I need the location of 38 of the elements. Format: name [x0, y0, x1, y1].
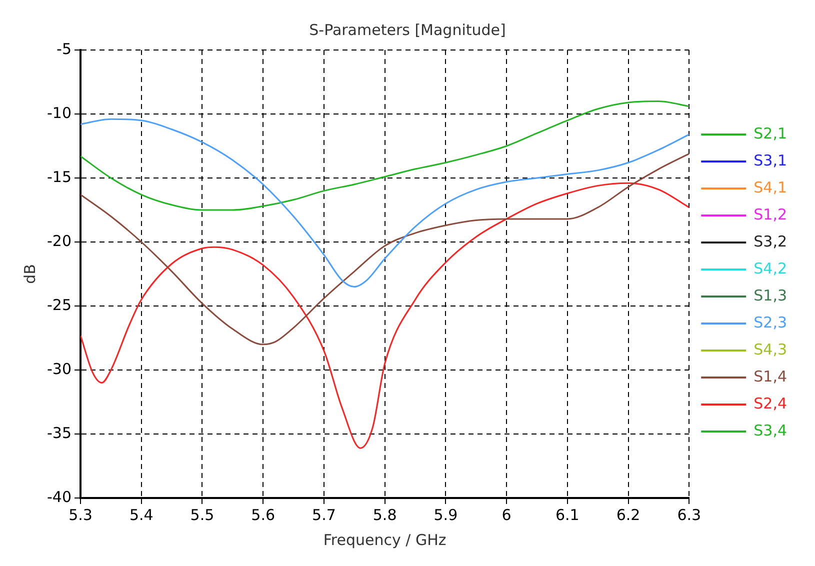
y-tick-label: -5 [56, 40, 72, 58]
legend-label: S1,4 [754, 367, 788, 386]
x-tick-label: 5.4 [129, 506, 154, 524]
legend-label: S1,2 [754, 205, 788, 224]
chart-title: S-Parameters [Magnitude] [309, 20, 506, 39]
x-tick-label: 6.3 [677, 506, 702, 524]
y-tick-label: -10 [47, 104, 72, 122]
line-series [80, 182, 690, 449]
y-tick-label: -25 [47, 296, 72, 314]
x-tick-label: 5.9 [434, 506, 458, 524]
y-tick-label: -20 [47, 232, 72, 250]
y-axis-title: dB [20, 264, 39, 284]
x-tick-label: 6.2 [616, 506, 640, 524]
line-series [80, 152, 690, 346]
legend-label: S4,1 [754, 178, 788, 196]
line-series [80, 118, 690, 288]
y-tick-label: -30 [47, 360, 72, 378]
legend-label: S2,1 [754, 124, 788, 142]
legend-label: S3,2 [754, 232, 788, 250]
x-tick-label: 6.1 [555, 506, 580, 524]
x-tick-label: 5.6 [251, 506, 276, 524]
legend-label: S1,3 [754, 286, 788, 304]
line-series [80, 100, 690, 211]
x-tick-label: 6 [502, 506, 512, 524]
x-tick-label: 5.3 [68, 506, 92, 524]
legend-label: S2,3 [754, 313, 788, 332]
x-tick-label: 5.8 [372, 506, 397, 524]
x-tick-label: 5.7 [312, 506, 336, 524]
y-tick-label: -40 [47, 488, 72, 506]
legend-label: S3,1 [754, 151, 788, 170]
legend-label: S3,4 [754, 421, 788, 440]
legend-label: S4,3 [754, 340, 788, 358]
y-tick-label: -35 [47, 424, 72, 442]
legend-label: S4,2 [754, 259, 788, 278]
y-tick-label: -15 [47, 168, 72, 186]
x-axis-title: Frequency / GHz [323, 530, 446, 549]
legend-label: S2,4 [754, 394, 788, 412]
x-tick-label: 5.5 [190, 506, 214, 524]
